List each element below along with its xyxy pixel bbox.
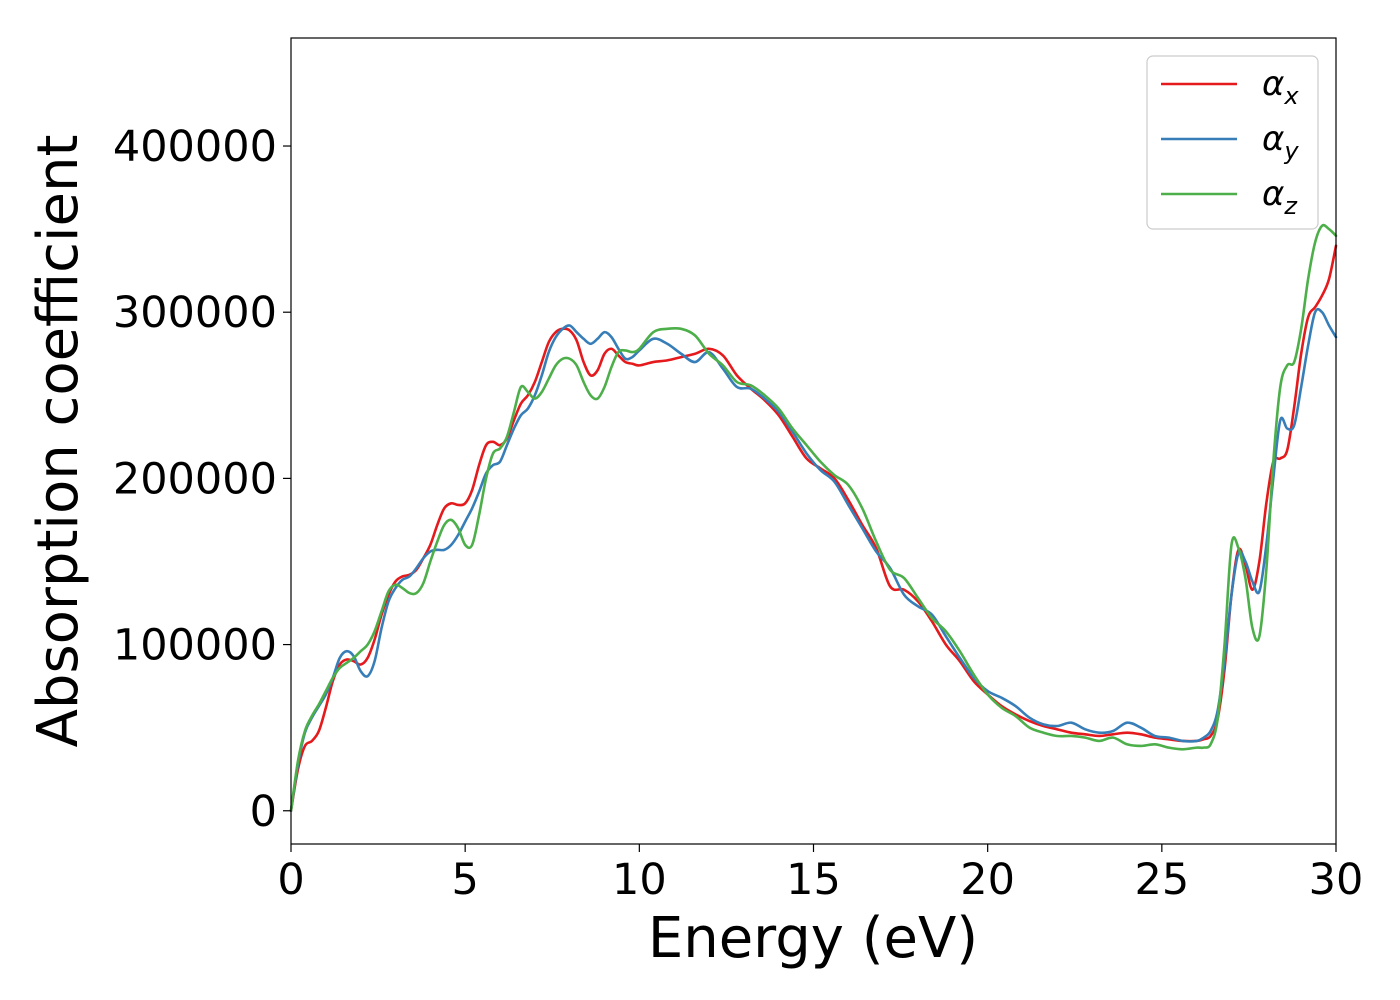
legend-box [1146,55,1319,230]
legend-label-x: αx [1262,64,1299,110]
y-tick-label: 200000 [113,454,277,504]
series-line-z [289,223,1338,813]
x-tick-label: 30 [1309,855,1364,905]
x-tick-label: 15 [786,855,841,905]
x-tick-label: 20 [960,855,1015,905]
x-tick-label: 5 [451,855,478,905]
x-axis-title: Energy (eV) [648,906,978,971]
y-tick-label: 100000 [113,621,277,671]
y-tick-label: 300000 [113,288,277,338]
legend-label-y: αy [1262,119,1299,165]
y-axis-title: Absorption coefficient [26,135,91,748]
y-axis: 0 100000 200000 300000 400000 [113,122,291,837]
x-tick-label: 10 [612,855,667,905]
x-axis: 0 5 10 15 20 25 30 [277,844,1363,905]
y-tick-label: 0 [250,787,277,837]
x-tick-label: 0 [277,855,304,905]
series-layer [289,223,1338,813]
y-tick-label: 400000 [113,122,277,172]
x-tick-label: 25 [1134,855,1189,905]
